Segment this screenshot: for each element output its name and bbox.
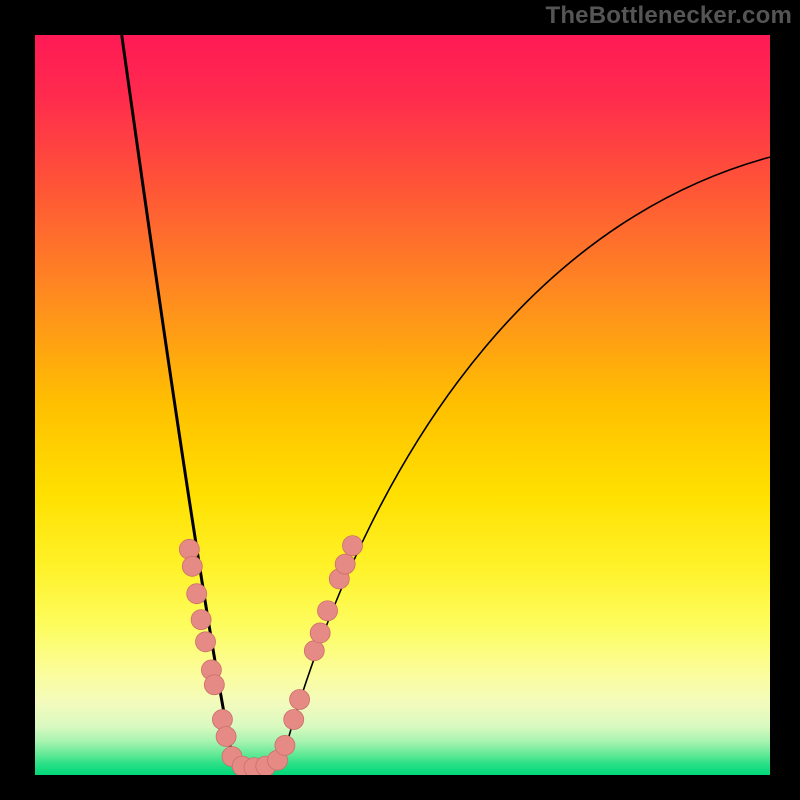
marker-dot xyxy=(212,710,232,730)
watermark-text: TheBottlenecker.com xyxy=(545,2,792,30)
marker-dot xyxy=(335,554,355,574)
marker-dot xyxy=(275,735,295,755)
chart-container: TheBottlenecker.com xyxy=(0,0,800,800)
marker-dot xyxy=(290,690,310,710)
marker-dot xyxy=(187,584,207,604)
plot-area xyxy=(35,35,770,775)
chart-svg xyxy=(35,35,770,775)
marker-dot xyxy=(343,536,363,556)
marker-dot xyxy=(182,556,202,576)
marker-dot xyxy=(284,710,304,730)
marker-dot xyxy=(179,539,199,559)
marker-dot xyxy=(196,632,216,652)
marker-dot xyxy=(204,675,224,695)
marker-dot xyxy=(216,727,236,747)
marker-dot xyxy=(304,641,324,661)
gradient-background xyxy=(35,35,770,775)
marker-dot xyxy=(191,610,211,630)
marker-dot xyxy=(310,623,330,643)
marker-dot xyxy=(318,601,338,621)
